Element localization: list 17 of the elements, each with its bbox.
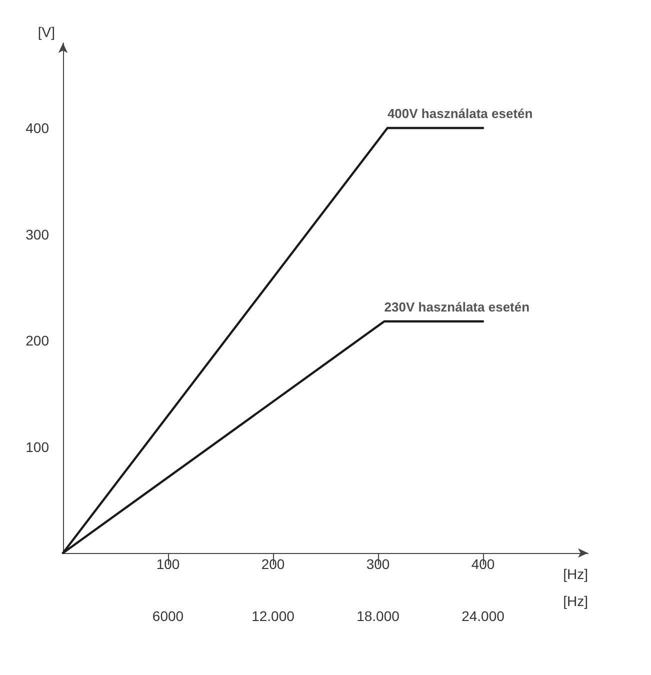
y-tick-label: 300 [26,226,50,242]
series-label: 400V használata esetén [387,106,533,121]
x2-axis-title: [Hz] [563,593,588,609]
x-axis-title: [Hz] [563,566,588,582]
x2-tick-label: 24.000 [462,608,505,624]
y-tick-label: 100 [26,438,50,455]
x2-tick-label: 18.000 [356,608,400,624]
x2-tick-label: 12.000 [252,608,295,624]
x2-tick-label: 6000 [152,608,184,624]
y-tick-label: 200 [26,332,50,348]
x-tick-label: 100 [156,556,180,572]
y-axis-title: [V] [38,24,55,40]
x-tick-label: 300 [366,556,390,572]
x-tick-label: 400 [471,556,495,572]
x-tick-label: 200 [261,556,285,572]
y-tick-label: 400 [26,120,50,136]
series-label: 230V használata esetén [384,299,530,314]
